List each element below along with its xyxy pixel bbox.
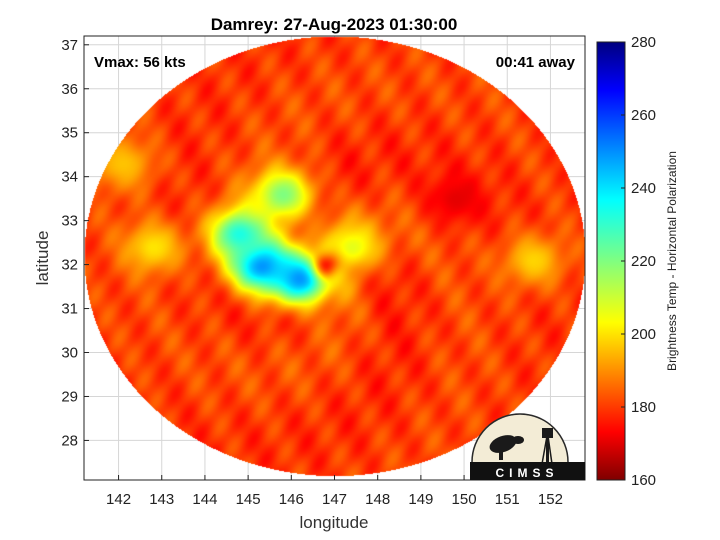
y-axis-label: latitude	[33, 231, 52, 286]
y-tick-label: 30	[61, 345, 78, 362]
x-tick-label: 151	[495, 491, 520, 508]
x-axis-label: longitude	[299, 513, 368, 532]
x-tick-label: 149	[408, 491, 433, 508]
y-axis-ticks: 28 29 30 31 32 33 34 35 36 37	[61, 37, 89, 449]
cimss-logo-text: CIMSS	[495, 466, 558, 480]
x-tick-label: 147	[322, 491, 347, 508]
y-tick-label: 29	[61, 388, 78, 405]
colorbar-tick-label: 200	[631, 326, 656, 343]
x-tick-label: 142	[106, 491, 131, 508]
time-offset-annotation: 00:41 away	[496, 54, 576, 71]
x-tick-label: 148	[365, 491, 390, 508]
y-tick-label: 34	[61, 169, 78, 186]
plot-area: 142 143 144 145 146 147 148 149 150 151 152 28 29 30…	[61, 35, 586, 508]
y-tick-label: 37	[61, 37, 78, 54]
x-axis-ticks: 142 143 144 145 146 147 148 149 150 151 152	[106, 475, 563, 508]
colorbar-gradient	[596, 41, 626, 481]
colorbar-tick-label: 260	[631, 107, 656, 124]
y-tick-label: 28	[61, 432, 78, 449]
y-tick-label: 32	[61, 257, 78, 274]
vmax-annotation: Vmax: 56 kts	[94, 54, 186, 71]
x-tick-label: 146	[279, 491, 304, 508]
x-tick-label: 152	[538, 491, 563, 508]
colorbar-tick-label: 180	[631, 399, 656, 416]
x-tick-label: 143	[149, 491, 174, 508]
colorbar-tick-label: 280	[631, 34, 656, 51]
brightness-temperature-field	[84, 36, 585, 480]
x-tick-label: 145	[236, 491, 261, 508]
y-tick-label: 31	[61, 301, 78, 318]
colorbar-label: Brightness Temp - Horizontal Polarizatio…	[665, 151, 679, 371]
y-tick-label: 35	[61, 125, 78, 142]
y-tick-label: 33	[61, 213, 78, 230]
cimss-logo: CIMSS	[470, 413, 585, 480]
y-tick-label: 36	[61, 81, 78, 98]
chart-title: Damrey: 27-Aug-2023 01:30:00	[211, 15, 458, 34]
colorbar-tick-label: 240	[631, 180, 656, 197]
colorbar: 160 180 200 220 240 260 280 Brightness Temp - …	[596, 34, 679, 489]
colorbar-ticks: 160 180 200 220 240 260 280	[621, 34, 656, 489]
colorbar-tick-label: 220	[631, 253, 656, 270]
x-tick-label: 150	[452, 491, 477, 508]
colorbar-tick-label: 160	[631, 472, 656, 489]
x-tick-label: 144	[192, 491, 217, 508]
